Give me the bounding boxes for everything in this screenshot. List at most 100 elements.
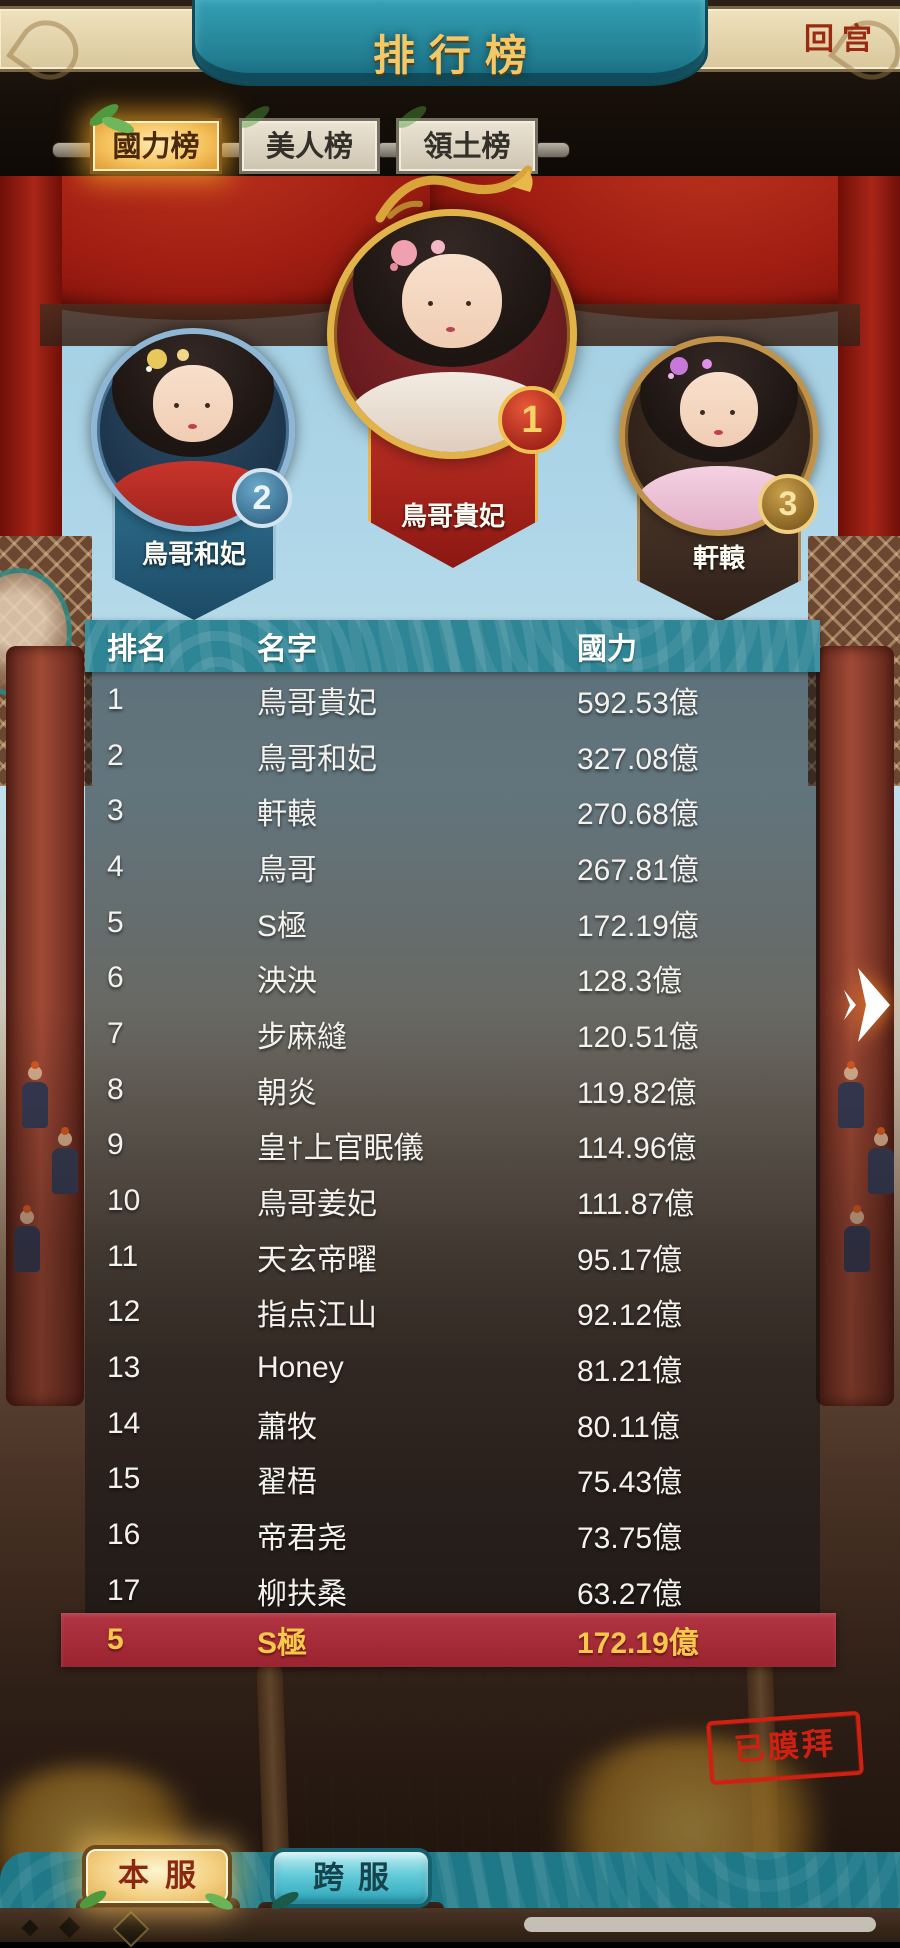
soldier-figure	[844, 1205, 870, 1272]
row-name: 步麻縫	[257, 1020, 347, 1054]
hair-flower-icon	[390, 239, 417, 266]
row-rank: 13	[107, 1351, 141, 1385]
tab-label: 國力榜	[112, 131, 200, 163]
tab-bar: 國力榜 美人榜 領土榜	[0, 92, 900, 176]
avatar-eye	[428, 300, 434, 306]
my-rank-row[interactable]: 5 S極 172.19億	[61, 1613, 836, 1667]
tab-territory[interactable]: 領土榜	[394, 102, 538, 174]
table-row[interactable]: 6 泱泱 128.3億	[85, 950, 820, 1006]
bamboo-leaf-icon	[394, 102, 430, 132]
screen-edge	[0, 1942, 900, 1948]
bamboo-leaf-icon	[237, 102, 273, 132]
row-power: 128.3億	[577, 965, 683, 999]
table-header: 排名 名字 國力	[85, 620, 820, 672]
avatar-lips	[188, 424, 198, 430]
row-rank: 6	[107, 961, 124, 995]
row-name: 朝炎	[257, 1076, 317, 1110]
table-row[interactable]: 15 翟梧 75.43億	[85, 1452, 820, 1508]
row-name: 軒轅	[257, 798, 317, 832]
table-row[interactable]: 11 天玄帝曜 95.17億	[85, 1229, 820, 1285]
row-name: 翟梧	[257, 1466, 317, 1500]
table-row[interactable]: 10 鳥哥姜妃 111.87億	[85, 1173, 820, 1229]
return-palace-button[interactable]: 回宫	[804, 23, 880, 56]
my-power: 172.19億	[577, 1627, 699, 1660]
row-name: S極	[257, 909, 308, 943]
row-power: 111.87億	[577, 1188, 695, 1222]
row-name: 鳥哥貴妃	[257, 686, 377, 720]
avatar-eye	[730, 409, 736, 415]
title-banner	[192, 0, 708, 86]
row-power: 270.68億	[577, 798, 699, 832]
table-rows[interactable]: 1 鳥哥貴妃 592.53億 2 鳥哥和妃 327.08億 3 軒轅 270.68億 4 鳥哥 267…	[85, 672, 820, 1619]
palace-column	[816, 646, 894, 1406]
row-rank: 1	[107, 682, 124, 716]
row-rank: 3	[107, 794, 124, 828]
row-name: 蕭牧	[257, 1410, 317, 1444]
table-row[interactable]: 14 蕭牧 80.11億	[85, 1396, 820, 1452]
row-name: 鳥哥	[257, 853, 317, 887]
row-rank: 10	[107, 1184, 141, 1218]
row-power: 119.82億	[577, 1076, 697, 1110]
hair-ornament-icon	[146, 349, 167, 370]
row-power: 75.43億	[577, 1466, 683, 1500]
table-row[interactable]: 8 朝炎 119.82億	[85, 1062, 820, 1118]
row-power: 120.51億	[577, 1020, 699, 1054]
soldier-figure	[838, 1061, 864, 1128]
row-name: 帝君尧	[257, 1522, 347, 1556]
gold-dragon-crest-icon	[375, 165, 533, 223]
table-row[interactable]: 9 皇†上官眠儀 114.96億	[85, 1118, 820, 1174]
row-power: 267.81億	[577, 853, 699, 887]
row-name: 柳扶桑	[257, 1577, 347, 1611]
row-rank: 17	[107, 1573, 141, 1607]
cross-server-button[interactable]: 跨服	[269, 1848, 432, 1913]
row-rank: 12	[107, 1295, 141, 1329]
header-left-ornament	[0, 6, 204, 92]
row-rank: 15	[107, 1462, 141, 1496]
row-name: Honey	[257, 1351, 344, 1385]
soldier-figure	[22, 1061, 48, 1128]
table-row[interactable]: 13 Honey 81.21億	[85, 1340, 820, 1396]
table-row[interactable]: 5 S極 172.19億	[85, 895, 820, 951]
footer-pill-decoration	[524, 1917, 876, 1932]
row-rank: 5	[107, 905, 124, 939]
avatar-eye	[700, 409, 706, 415]
row-power: 592.53億	[577, 686, 699, 720]
row-rank: 16	[107, 1518, 141, 1552]
row-power: 63.27億	[577, 1577, 683, 1611]
table-row[interactable]: 4 鳥哥 267.81億	[85, 839, 820, 895]
row-power: 172.19億	[577, 909, 699, 943]
row-name: 泱泱	[257, 965, 317, 999]
rank2-badge: 2	[232, 468, 292, 528]
this-server-button[interactable]: 本服	[77, 1845, 235, 1913]
avatar-face	[152, 364, 234, 442]
row-rank: 8	[107, 1072, 124, 1106]
avatar-eye	[204, 403, 210, 409]
row-name: 皇†上官眠儀	[257, 1132, 424, 1166]
button-label: 本服	[118, 1858, 212, 1893]
curtain-drape	[838, 176, 900, 596]
table-row[interactable]: 12 指点江山 92.12億	[85, 1285, 820, 1341]
my-name: S極	[257, 1627, 308, 1660]
tab-beauty[interactable]: 美人榜	[237, 102, 380, 174]
row-rank: 14	[107, 1406, 141, 1440]
table-row[interactable]: 17 柳扶桑 63.27億	[85, 1563, 820, 1619]
hair-ornament-icon	[670, 357, 689, 376]
avatar-face	[402, 253, 502, 349]
table-row[interactable]: 2 鳥哥和妃 327.08億	[85, 728, 820, 784]
next-page-arrow-icon[interactable]	[842, 962, 896, 1048]
row-name: 鳥哥和妃	[257, 742, 377, 776]
my-rank: 5	[107, 1623, 124, 1656]
table-row[interactable]: 1 鳥哥貴妃 592.53億	[85, 672, 820, 728]
row-power: 73.75億	[577, 1522, 683, 1556]
table-row[interactable]: 16 帝君尧 73.75億	[85, 1507, 820, 1563]
rank2-name: 鳥哥和妃	[141, 539, 246, 569]
tab-national-power[interactable]: 國力榜	[86, 100, 222, 174]
avatar-eye	[466, 300, 472, 306]
table-row[interactable]: 3 軒轅 270.68億	[85, 783, 820, 839]
table-row[interactable]: 7 步麻縫 120.51億	[85, 1006, 820, 1062]
avatar-lips	[714, 430, 724, 436]
row-rank: 4	[107, 849, 124, 883]
row-rank: 9	[107, 1128, 124, 1162]
curtain-drape	[0, 176, 62, 596]
